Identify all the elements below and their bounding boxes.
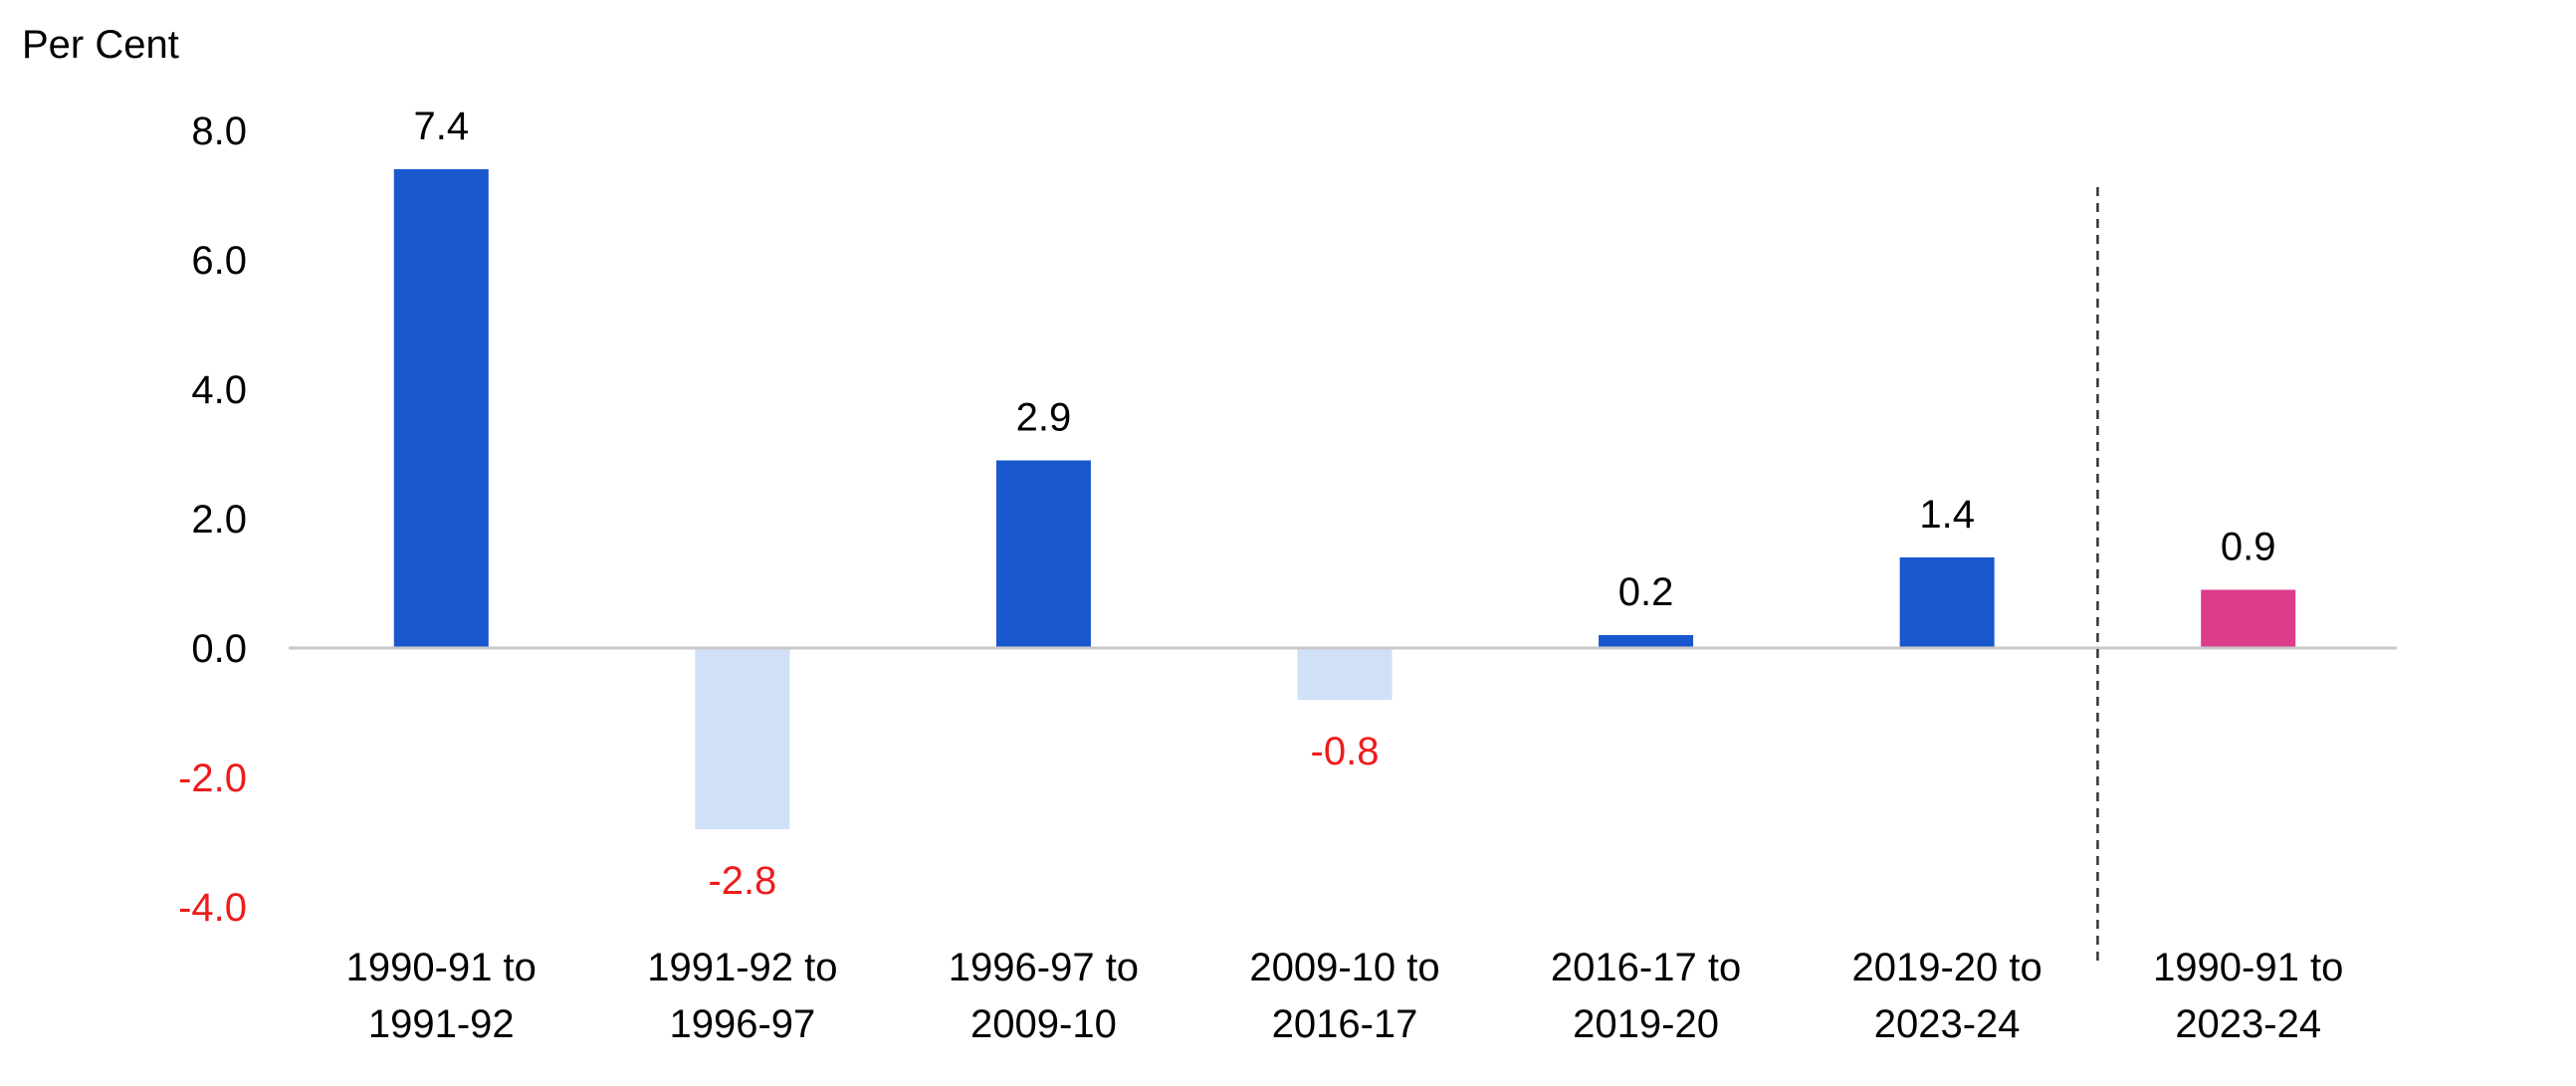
x-tick-label: 2019-20 [1573,1002,1719,1046]
y-tick-label: 8.0 [191,109,247,153]
bars [393,169,2296,829]
bar [1599,635,1694,648]
x-tick-label: 1991-92 to [647,946,837,989]
y-tick-label: 0.0 [191,627,247,671]
data-label: 0.2 [1618,570,1674,614]
y-axis-ticks: 8.0 6.0 4.0 2.0 0.0 -2.0 -4.0 [178,109,247,930]
bar [995,460,1091,648]
y-tick-label: -4.0 [178,886,247,930]
x-tick-label: 1996-97 [669,1002,815,1046]
bar [393,169,489,648]
bar [1899,557,1995,648]
x-tick-label: 1990-91 to [2153,946,2343,989]
y-axis-label: Per Cent [22,23,179,67]
x-tick-label: 1991-92 [368,1002,515,1046]
x-tick-label: 2009-10 [970,1002,1117,1046]
x-tick-label: 2009-10 to [1249,946,1439,989]
bar [1297,648,1393,700]
bar [2201,589,2296,648]
x-tick-label: 2016-17 to [1551,946,1741,989]
data-label: -2.8 [708,859,776,903]
y-tick-label: -2.0 [178,757,247,800]
data-label: -0.8 [1311,730,1380,773]
x-axis-categories: 1990-91 to 1991-92 1991-92 to 1996-97 1996-9… [346,946,2344,1046]
data-label: 7.4 [413,105,469,148]
x-tick-label: 1990-91 to [346,946,537,989]
x-tick-label: 2023-24 [1874,1002,2021,1046]
x-tick-label: 2019-20 to [1852,946,2042,989]
data-label: 2.9 [1016,396,1072,440]
x-tick-label: 1996-97 to [949,946,1139,989]
y-tick-label: 4.0 [191,368,247,412]
data-labels: 7.4 -2.8 2.9 -0.8 0.2 1.4 0.9 [413,105,2275,903]
data-label: 0.9 [2221,526,2276,569]
x-tick-label: 2016-17 [1272,1002,1418,1046]
y-tick-label: 6.0 [191,239,247,283]
x-tick-label: 2023-24 [2175,1002,2321,1046]
data-label: 1.4 [1919,493,1975,537]
bar [695,648,790,829]
y-tick-label: 2.0 [191,498,247,542]
